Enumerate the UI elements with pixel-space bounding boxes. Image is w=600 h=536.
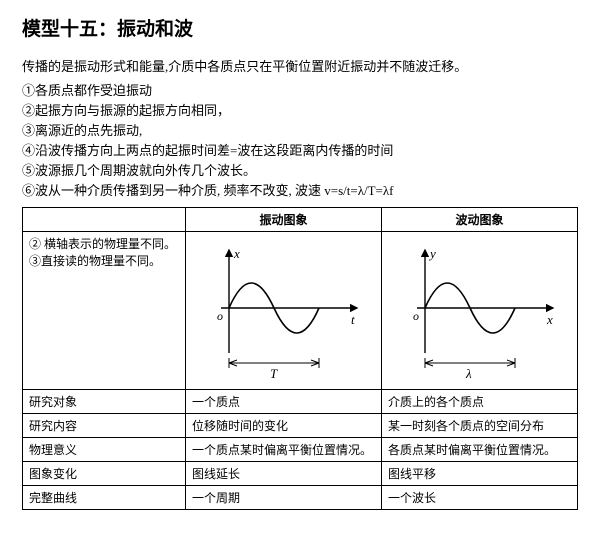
comparison-table: 振动图象 波动图象 ② 横轴表示的物理量不同。 ③直接读的物理量不同。 x t … <box>22 207 578 510</box>
vibration-graph: x t o T <box>186 232 382 390</box>
point-4: ④沿波传播方向上两点的起振时间差=波在这段距离内传播的时间 <box>22 141 578 161</box>
vib-y-label: x <box>233 246 240 261</box>
points-list: ①各质点都作受迫振动 ②起振方向与振源的起振方向相同， ③离源近的点先振动, ④… <box>22 81 578 202</box>
side-notes: ② 横轴表示的物理量不同。 ③直接读的物理量不同。 <box>23 232 186 390</box>
wave-marker: λ <box>465 366 472 381</box>
point-5: ⑤波源振几个周期波就向外传几个波长。 <box>22 161 578 181</box>
th-blank <box>23 208 186 232</box>
table-row: 物理意义 一个质点某时偏离平衡位置情况。 各质点某时偏离平衡位置情况。 <box>23 438 578 462</box>
vib-x-label: t <box>351 312 355 327</box>
th-vibration: 振动图象 <box>186 208 382 232</box>
point-6: ⑥波从一种介质传播到另一种介质, 频率不改变, 波速 v=s/t=λ/T=λf <box>22 181 578 201</box>
table-row: 研究对象 一个质点 介质上的各个质点 <box>23 390 578 414</box>
table-row: 完整曲线 一个周期 一个波长 <box>23 486 578 510</box>
svg-text:o: o <box>413 309 419 323</box>
point-1: ①各质点都作受迫振动 <box>22 81 578 101</box>
vib-marker: T <box>270 366 278 381</box>
svg-text:o: o <box>217 309 223 323</box>
table-row: 研究内容 位移随时间的变化 某一时刻各个质点的空间分布 <box>23 414 578 438</box>
wave-y-label: y <box>428 246 436 261</box>
wave-graph: y x o λ <box>382 232 578 390</box>
wave-x-label: x <box>546 312 553 327</box>
table-row: 图象变化 图线延长 图线平移 <box>23 462 578 486</box>
page-title: 模型十五：振动和波 <box>22 14 578 41</box>
point-2: ②起振方向与振源的起振方向相同， <box>22 101 578 121</box>
point-3: ③离源近的点先振动, <box>22 121 578 141</box>
th-wave: 波动图象 <box>382 208 578 232</box>
intro-text: 传播的是振动形式和能量,介质中各质点只在平衡位置附近振动并不随波迁移。 <box>22 57 578 77</box>
